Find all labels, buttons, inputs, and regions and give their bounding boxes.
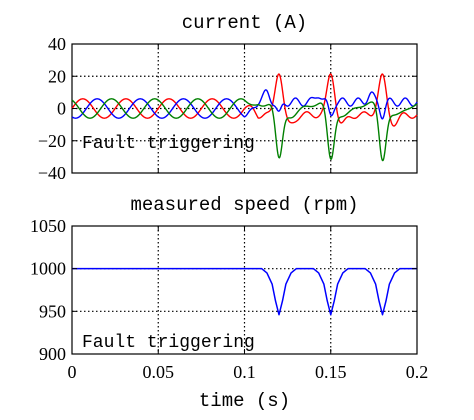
speed-chart-title: measured speed (rpm) [130, 194, 358, 216]
speed-chart: 0 0.05 0.1 0.15 0.2 1050 1000 950 900 measured s… [30, 194, 428, 412]
y-tick-label: −40 [38, 163, 66, 183]
speed-ticks: 0 0.05 0.1 0.15 0.2 1050 1000 950 900 [30, 216, 428, 382]
current-series-line [71, 89, 418, 120]
y-tick-label: 20 [48, 66, 66, 86]
current-fault-annotation: Fault triggering [82, 134, 255, 154]
current-series-group [71, 73, 418, 162]
y-tick-label: 0 [57, 99, 66, 119]
y-tick-label: 950 [39, 301, 66, 321]
y-tick-label: 1050 [30, 216, 66, 236]
x-tick-label: 0.15 [315, 362, 347, 382]
current-series-line [71, 98, 418, 162]
y-tick-label: 900 [39, 344, 66, 364]
speed-fault-annotation: Fault triggering [82, 333, 255, 353]
y-tick-label: 40 [48, 34, 66, 54]
speed-series-line [72, 267, 417, 316]
speed-series-group [72, 267, 417, 316]
x-tick-label: 0.2 [406, 362, 429, 382]
x-tick-label: 0.1 [233, 362, 256, 382]
current-ticks: 40 20 0 −20 −40 [38, 34, 418, 183]
current-chart-title: current (A) [182, 12, 307, 34]
y-tick-label: 1000 [30, 259, 66, 279]
current-chart: 40 20 0 −20 −40 current (A) Fault triggering [38, 12, 418, 183]
current-series-line [71, 73, 418, 127]
x-tick-label: 0 [68, 362, 77, 382]
x-tick-label: 0.05 [143, 362, 175, 382]
time-axis-label: time (s) [199, 390, 290, 412]
y-tick-label: −20 [38, 131, 66, 151]
